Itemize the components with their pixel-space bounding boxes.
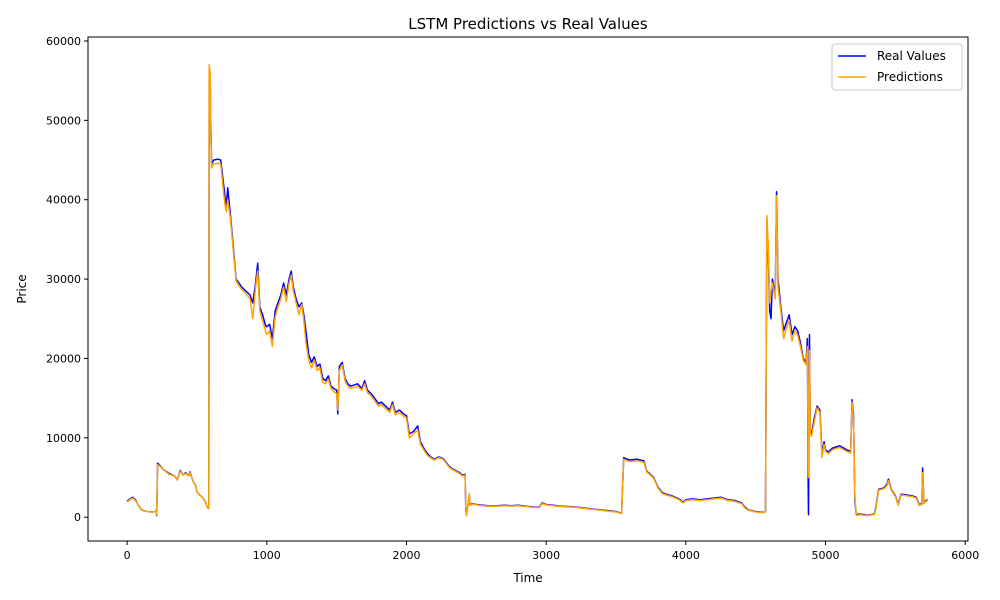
legend-label-real-values: Real Values — [877, 49, 946, 63]
legend-label-predictions: Predictions — [877, 70, 943, 84]
y-tick-label: 40000 — [46, 194, 81, 207]
x-tick-label: 0 — [124, 549, 131, 562]
x-tick-label: 4000 — [672, 549, 700, 562]
y-tick-label: 20000 — [46, 352, 81, 365]
series-line-predictions — [126, 64, 928, 517]
y-axis-label: Price — [15, 274, 29, 303]
y-tick-label: 50000 — [46, 114, 81, 127]
y-tick-label: 10000 — [46, 432, 81, 445]
x-tick-label: 6000 — [951, 549, 979, 562]
plot-lines — [126, 64, 928, 517]
plot-area-frame — [87, 36, 969, 542]
x-tick-label: 5000 — [812, 549, 840, 562]
y-axis-ticks: 0 10000 20000 30000 40000 50000 60000 — [46, 35, 88, 524]
y-tick-label: 60000 — [46, 35, 81, 48]
x-tick-label: 1000 — [253, 549, 281, 562]
x-tick-label: 2000 — [392, 549, 420, 562]
x-tick-label: 3000 — [532, 549, 560, 562]
y-tick-label: 0 — [74, 511, 81, 524]
legend: Real Values Predictions — [831, 43, 963, 91]
chart-title: LSTM Predictions vs Real Values — [408, 15, 648, 33]
y-tick-label: 30000 — [46, 273, 81, 286]
x-axis-label: Time — [512, 571, 542, 585]
x-axis-ticks: 0 1000 2000 3000 4000 5000 6000 — [124, 541, 979, 562]
